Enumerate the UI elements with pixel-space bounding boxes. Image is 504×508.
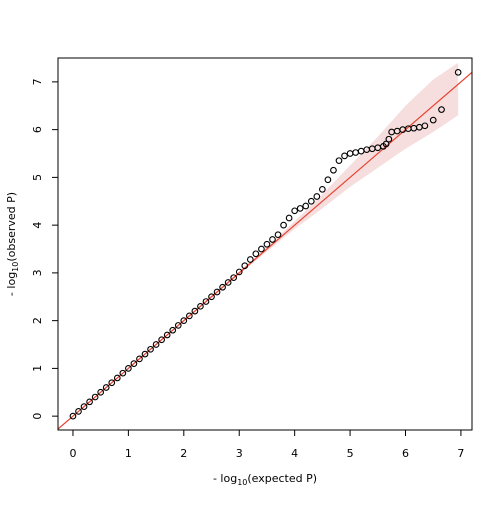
point: [252, 250, 260, 258]
point: [197, 302, 204, 310]
point: [421, 122, 429, 130]
point: [130, 360, 138, 367]
point: [108, 379, 116, 387]
point: [75, 408, 82, 415]
point: [152, 341, 160, 348]
confidence-band: [72, 62, 459, 417]
point: [319, 185, 326, 193]
point: [352, 149, 359, 156]
x-tick-label: 6: [402, 447, 409, 460]
point: [330, 166, 337, 174]
point: [429, 116, 437, 124]
point: [246, 256, 254, 263]
y-tick-label: 4: [31, 222, 44, 229]
x-tick-label: 7: [457, 447, 464, 460]
y-tick-label: 1: [31, 365, 44, 372]
point: [313, 193, 321, 200]
point: [125, 365, 132, 372]
point: [208, 293, 215, 301]
point: [180, 317, 188, 324]
point: [341, 152, 348, 160]
point: [280, 221, 287, 229]
point: [385, 135, 393, 143]
point: [307, 197, 315, 205]
x-tick-label: 1: [125, 447, 132, 460]
y-label-sub: 10: [11, 262, 20, 272]
point: [213, 288, 221, 296]
x-axis-label: - log10(expected P): [213, 472, 317, 487]
plot-area: [58, 62, 472, 430]
point: [163, 331, 171, 339]
point: [285, 214, 293, 222]
point: [185, 312, 193, 320]
point: [335, 157, 343, 165]
plot-frame: [57, 57, 473, 431]
point: [274, 231, 282, 239]
point: [174, 322, 182, 329]
point: [102, 384, 110, 391]
point: [258, 245, 265, 253]
point: [219, 283, 226, 291]
point: [141, 350, 149, 358]
x-label-sub: 10: [237, 478, 247, 487]
point: [346, 150, 354, 157]
point: [302, 202, 310, 210]
y-tick-label: 6: [31, 126, 44, 133]
y-label-suffix: (observed P): [5, 192, 18, 262]
point: [235, 268, 243, 276]
x-tick-label: 4: [291, 447, 298, 460]
y-tick-label: 3: [31, 269, 44, 276]
y-tick-label: 2: [31, 317, 44, 324]
point: [357, 147, 365, 155]
point: [91, 393, 99, 401]
point: [230, 274, 238, 282]
point: [263, 240, 271, 248]
point: [158, 336, 165, 344]
point: [224, 279, 232, 286]
point: [119, 369, 127, 377]
point: [147, 345, 154, 353]
y-label-prefix: - log: [5, 272, 18, 296]
x-tick-label: 0: [69, 447, 76, 460]
point: [291, 207, 299, 215]
point: [324, 176, 332, 184]
point: [269, 236, 276, 243]
point: [382, 140, 390, 148]
point: [97, 388, 105, 396]
point: [454, 68, 462, 76]
y-tick-label: 0: [31, 413, 44, 420]
reference-line: [58, 71, 472, 430]
point: [241, 262, 249, 270]
y-axis-label: - log10(observed P): [5, 192, 20, 296]
point: [136, 355, 143, 363]
y-tick-label: 5: [31, 174, 44, 181]
point: [191, 307, 199, 315]
point: [169, 326, 177, 334]
point: [86, 398, 93, 406]
x-tick-label: 5: [347, 447, 354, 460]
point: [113, 374, 121, 382]
point: [69, 412, 77, 420]
x-tick-label: 2: [180, 447, 187, 460]
point: [202, 298, 210, 305]
point: [80, 403, 88, 410]
x-label-suffix: (expected P): [247, 472, 317, 485]
point: [296, 205, 304, 212]
point: [438, 106, 445, 113]
y-tick-label: 7: [31, 78, 44, 85]
x-label-prefix: - log: [213, 472, 237, 485]
x-tick-label: 3: [236, 447, 243, 460]
